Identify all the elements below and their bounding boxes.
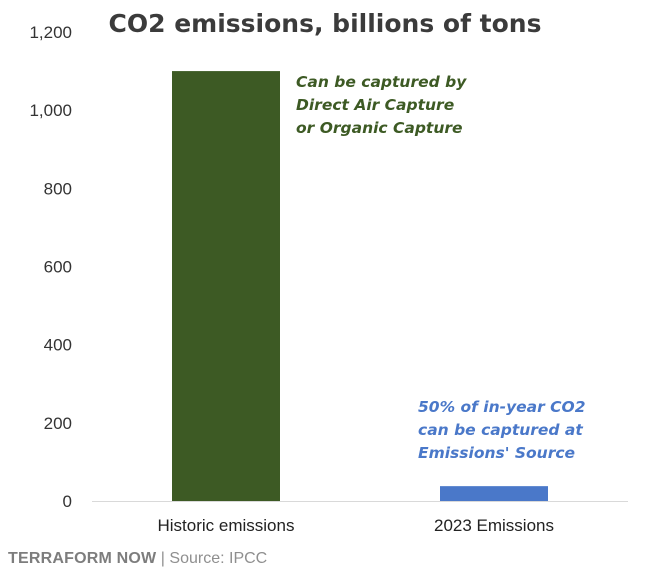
footer-separator: | <box>156 550 170 567</box>
annotation-line: 50% of in-year CO2 <box>418 398 586 416</box>
footer-brand: TERRAFORM NOW <box>8 550 157 567</box>
bar-chart: CO2 emissions, billions of tons 0 200 400 6… <box>29 9 628 535</box>
y-tick-label: 400 <box>44 336 72 355</box>
y-axis-ticks: 0 200 400 600 800 1,000 1,200 <box>29 23 72 511</box>
bar <box>440 486 548 501</box>
x-category-label: 2023 Emissions <box>434 516 554 535</box>
y-tick-label: 800 <box>44 179 72 198</box>
footer-source: Source: IPCC <box>169 550 268 567</box>
annotation-line: or Organic Capture <box>296 119 463 137</box>
annotation-line: Direct Air Capture <box>296 96 454 114</box>
annotation-line: Emissions' Source <box>418 444 575 462</box>
annotations: Can be captured by Direct Air Capture or O… <box>296 73 586 462</box>
y-tick-label: 1,000 <box>29 101 72 120</box>
x-axis-categories: Historic emissions 2023 Emissions <box>158 516 555 535</box>
bars <box>172 71 548 501</box>
bar <box>172 71 280 501</box>
footer: TERRAFORM NOW | Source: IPCC <box>8 550 267 568</box>
y-tick-label: 600 <box>44 258 72 277</box>
chart-title: CO2 emissions, billions of tons <box>109 9 542 38</box>
y-tick-label: 200 <box>44 414 72 433</box>
y-tick-label: 1,200 <box>29 23 72 42</box>
annotation-line: Can be captured by <box>296 73 467 91</box>
x-category-label: Historic emissions <box>158 516 295 535</box>
annotation-line: can be captured at <box>418 421 583 439</box>
y-tick-label: 0 <box>63 492 72 511</box>
